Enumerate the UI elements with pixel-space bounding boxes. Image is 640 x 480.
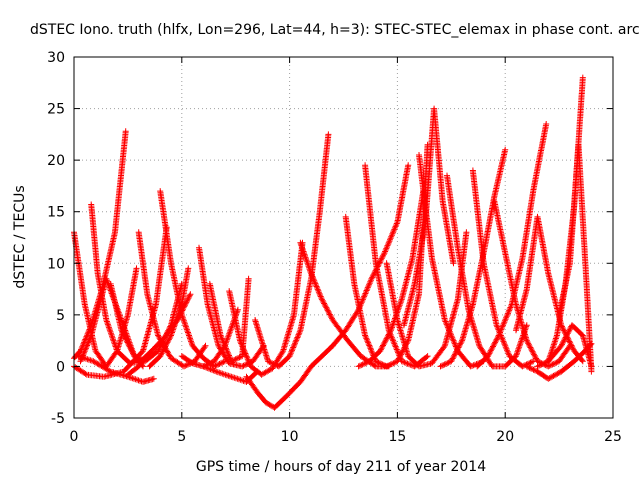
data-point-markers [342,141,431,370]
y-tick-label: -5 [51,411,65,427]
data-series-arc [252,131,332,370]
data-series-arc [135,229,209,370]
data-point-markers [226,239,306,378]
data-point-markers [416,152,487,370]
y-tick-label: 30 [47,50,65,66]
data-series-arc [146,265,192,370]
data-series-arc [362,162,431,370]
data-series-arc [416,152,487,370]
data-point-markers [362,162,431,370]
y-tick-label: 5 [56,308,65,324]
data-series-arc [342,141,431,370]
data-series-arc [545,74,586,365]
data-point-markers [297,239,392,370]
data-point-markers [437,146,509,370]
data-point-markers [469,167,537,370]
data-series-arc [437,146,509,370]
data-point-markers [444,172,530,370]
data-point-markers [252,131,332,370]
data-series-arc [556,141,595,375]
data-point-markers [88,201,155,367]
y-tick-label: 15 [47,205,65,221]
axis-ticks: 0 5 10 15 20 25 -5 0 5 10 15 20 25 30 [47,50,622,445]
x-tick-label: 20 [496,429,514,445]
data-series-arc [444,172,530,370]
data-point-markers [196,244,267,370]
data-point-markers [545,74,586,365]
x-tick-label: 0 [70,429,79,445]
x-tick-label: 15 [388,429,406,445]
data-series-arc [206,275,252,365]
data-point-markers [206,275,252,365]
y-tick-label: 25 [47,102,65,118]
data-series-arc [88,201,155,367]
data-series-arc [196,244,267,370]
x-tick-label: 5 [177,429,186,445]
y-axis-label: dSTEC / TECUs [12,185,28,288]
data-point-markers [556,141,595,375]
data-marks [71,74,595,411]
y-tick-label: 0 [56,359,65,375]
data-series-arc [243,342,336,411]
data-series-arc [297,239,392,370]
data-point-markers [146,265,192,370]
plot-frame [73,56,614,419]
x-tick-label: 25 [604,429,622,445]
y-tick-label: 10 [47,256,65,272]
data-series-arc [469,167,537,370]
data-point-markers [243,342,336,411]
y-tick-label: 20 [47,153,65,169]
chart-title: dSTEC Iono. truth (hlfx, Lon=296, Lat=44… [30,22,640,38]
data-point-markers [135,229,209,370]
x-axis-label: GPS time / hours of day 211 of year 2014 [196,459,486,475]
data-series-arc [226,239,306,378]
x-tick-label: 10 [281,429,299,445]
